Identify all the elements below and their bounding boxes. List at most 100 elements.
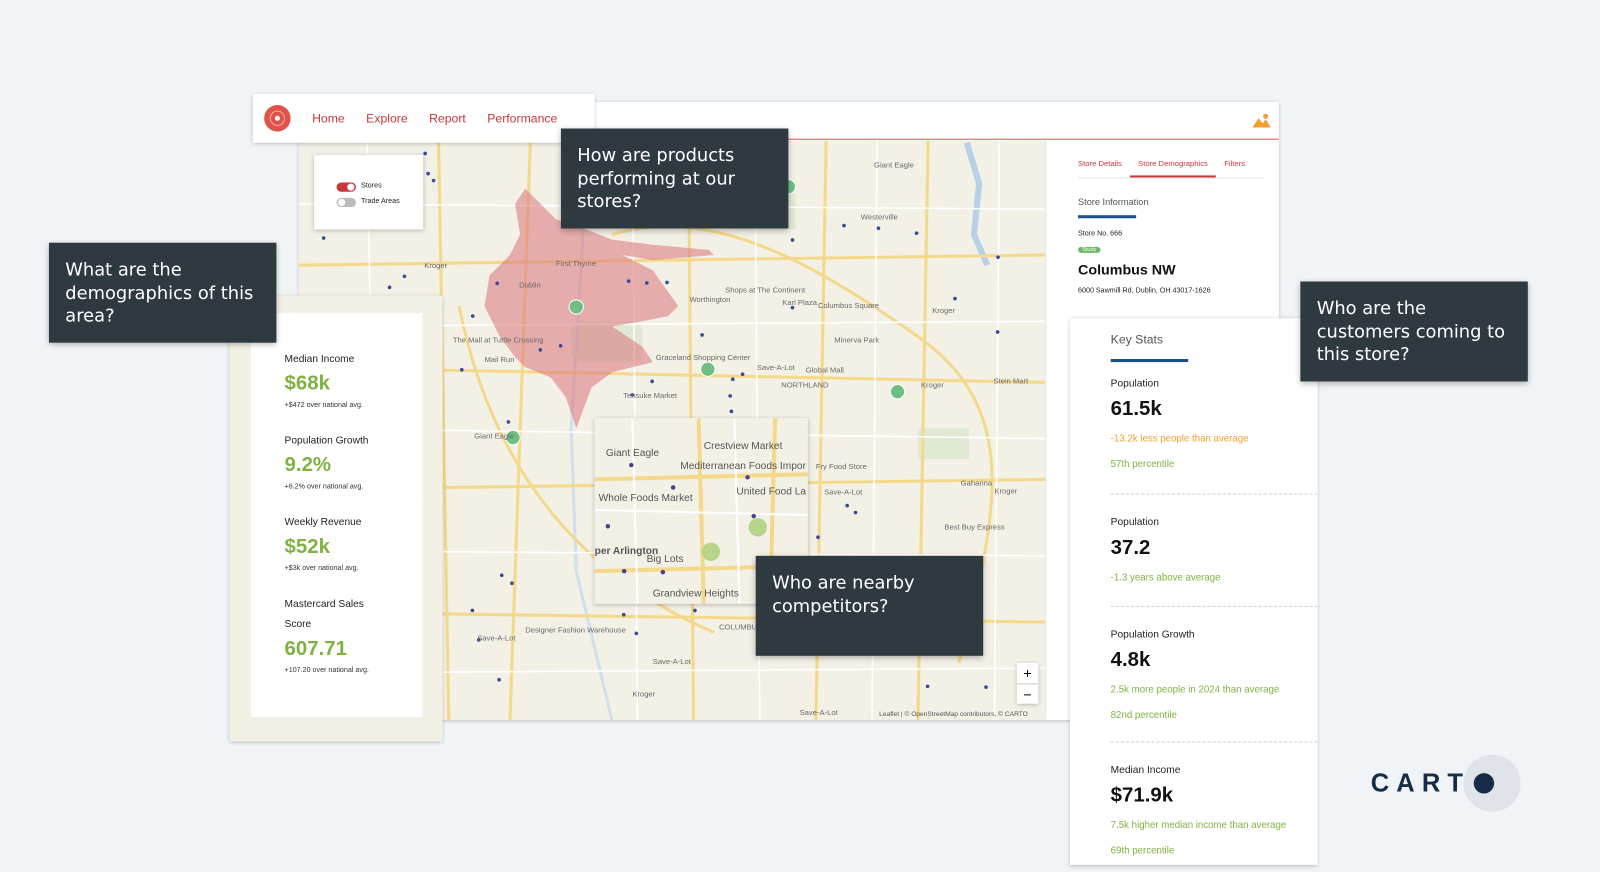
- nav-items: Home Explore Report Performance: [312, 111, 579, 125]
- map-label: Save-A-Lot: [653, 657, 692, 666]
- layer-label: Stores: [361, 182, 382, 190]
- store-dot: [845, 503, 850, 508]
- app-icon: [1252, 113, 1271, 128]
- tab[interactable]: Store Demographics: [1129, 159, 1217, 178]
- zoom-control: + −: [1016, 662, 1039, 704]
- store-dot: [876, 226, 881, 231]
- store-dot: [995, 330, 1000, 334]
- store-dot: [790, 238, 795, 242]
- store-dot: [925, 684, 930, 689]
- inset-label: Mediterranean Foods Impor: [680, 461, 806, 472]
- toggle[interactable]: [336, 195, 358, 207]
- store-dot: [495, 281, 500, 286]
- store-marker: [568, 299, 584, 315]
- tab[interactable]: Store Details: [1078, 159, 1122, 169]
- key-stats-title: Key Stats: [1110, 332, 1164, 347]
- inset-marker: [748, 518, 767, 537]
- inset-label: Crestview Market: [704, 441, 783, 452]
- store-marker: [700, 361, 716, 377]
- map-label: Save-A-Lot: [824, 488, 863, 497]
- logo-mark: [1463, 754, 1521, 812]
- metric: Weekly Revenue $52k +$3k over national avg…: [285, 513, 382, 595]
- logo-text: CART: [1370, 769, 1471, 798]
- metric-note: +107.20 over national avg.: [284, 667, 369, 675]
- demographics-window: Median Income $68k +$472 over national avg…: [229, 295, 443, 742]
- stat-note: -1.3 years above average: [1110, 572, 1221, 584]
- map-label: Mail Run: [484, 355, 514, 364]
- inset-label: United Food La: [736, 487, 806, 498]
- inset-label: Grandview Heights: [653, 589, 739, 600]
- map-label: Shops at The Continent: [725, 286, 806, 295]
- store-dot: [499, 573, 504, 578]
- zoom-out[interactable]: −: [1023, 686, 1032, 703]
- stat-note: 2.5k more people in 2024 than average: [1110, 684, 1280, 696]
- map-label: First Thyme: [556, 259, 596, 268]
- nav-item[interactable]: Report: [429, 111, 466, 126]
- store-dot: [506, 420, 511, 424]
- layer-row: Trade Areas: [336, 194, 424, 209]
- nav-item[interactable]: Home: [312, 111, 345, 126]
- map-label: Graceland Shopping Center: [656, 353, 751, 362]
- store-dot: [996, 255, 1000, 259]
- layer-label: Trade Areas: [361, 197, 400, 205]
- map-label: Save-A-Lot: [757, 363, 796, 372]
- stat-label: Population: [1110, 378, 1159, 390]
- layer-panel: Stores Trade Areas: [314, 155, 424, 230]
- stat-value: 61.5k: [1110, 397, 1162, 421]
- store-dot: [402, 274, 407, 279]
- inset-label: Big Lots: [647, 554, 684, 565]
- store-dot: [914, 231, 919, 236]
- store-dot: [621, 612, 626, 617]
- store-dot: [953, 296, 957, 301]
- trade-area: [484, 188, 714, 429]
- nav-logo: [264, 105, 291, 132]
- store-dot: [693, 608, 697, 613]
- map-label: Kroger: [932, 306, 955, 315]
- callout: Who are the customers coming to this sto…: [1300, 281, 1528, 382]
- inset-label: Giant Eagle: [606, 448, 660, 459]
- nav-item[interactable]: Performance: [487, 111, 558, 126]
- attribution: Leaflet | © OpenStreetMap contributors, …: [879, 710, 1028, 719]
- store-dot: [650, 379, 654, 384]
- stat: Population Growth 4.8k 2.5k more people in…: [1110, 607, 1318, 743]
- store-dot: [700, 333, 704, 337]
- store-dot: [665, 280, 669, 285]
- toggle-knob: [338, 198, 346, 206]
- store-address: 6000 Sawmill Rd, Dublin, OH 43017-1626: [1078, 287, 1211, 295]
- store-marker: [505, 429, 521, 446]
- map-label: Kroger: [632, 690, 655, 699]
- store-dot: [729, 409, 734, 414]
- metric: Median Income $68k +$472 over national avg…: [285, 350, 382, 432]
- nav-item[interactable]: Explore: [366, 111, 408, 126]
- stat: Population 37.2 -1.3 years above average: [1110, 495, 1318, 607]
- metric: Mastercard Sales Score 607.71 +107.20 over…: [285, 595, 382, 697]
- metric-note: +6.2% over national avg.: [284, 483, 364, 491]
- metric: Population Growth 9.2% +6.2% over national…: [285, 431, 382, 513]
- map-label: Kroger: [921, 381, 944, 390]
- metric-note: +$3k over national avg.: [284, 565, 359, 573]
- callout: How are products performing at our store…: [560, 128, 789, 229]
- tab-bar: Store Details Store Demographics Filters: [1078, 159, 1264, 179]
- toggle[interactable]: [336, 180, 358, 192]
- metric-label: Weekly Revenue: [284, 517, 362, 529]
- inset-label: per Arlington: [595, 546, 659, 557]
- store-dot: [730, 377, 735, 382]
- map-label: Columbus Square: [818, 301, 879, 310]
- store-dot: [470, 608, 475, 613]
- toggle-knob: [347, 183, 355, 191]
- map-label: Gahanna: [961, 478, 993, 487]
- tab[interactable]: Filters: [1224, 159, 1246, 169]
- metric-value: 9.2%: [284, 453, 332, 477]
- map-label: Worthington: [689, 295, 730, 304]
- zoom-in[interactable]: +: [1016, 663, 1039, 685]
- stat-label: Median Income: [1110, 764, 1181, 777]
- metric-label: Population Growth: [284, 435, 369, 447]
- map-label: COLUMBUS: [719, 622, 762, 631]
- map-label: Tensuke Market: [623, 391, 678, 400]
- store-dot: [630, 393, 635, 397]
- store-dot: [842, 223, 846, 228]
- map-labels: Giant Eagle Westerville Kroger Dublin First …: [424, 160, 1029, 717]
- store-dot: [728, 394, 732, 398]
